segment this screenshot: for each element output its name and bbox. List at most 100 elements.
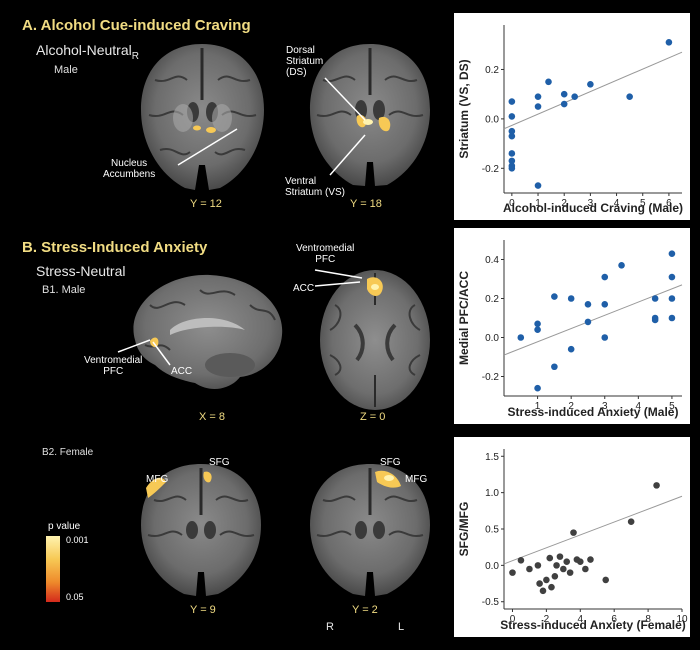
data-point [534,562,542,569]
data-point [536,580,543,587]
label-ventromedial-pfc-axial: Ventromedial PFC [296,243,355,265]
y-tick-label: -0.2 [482,164,500,175]
coord-b2-y9: Y = 9 [190,604,216,616]
coord-a2: Y = 18 [350,198,382,210]
scatter-panel-1: 0 1 2 3 4 5 6 -0.2 0.0 0.2 Alcohol-induced Craving… [454,13,690,220]
label-sfg-right: SFG [380,457,401,468]
data-point [567,295,575,302]
fit-line [503,284,683,356]
orientation-left: L [398,621,405,633]
label-ventromedial-pfc-sagittal: Ventromedial PFC [84,355,143,377]
x-tick-label: 4 [636,401,642,412]
fit-line [503,51,683,130]
y-tick-label: 0.0 [485,333,499,344]
y-tick-label: 0.2 [485,65,499,76]
label-nucleus-accumbens: Nucleus Accumbens [103,158,156,180]
orientation-right: R [326,621,334,633]
brain-slice-coronal-y2 [310,464,430,596]
scatter-plot-anxiety-male: 1 2 3 4 5 -0.2 0.0 0.2 0.4 Stress-induced Anxiety… [457,240,683,419]
legend-bottom: 0.05 [66,592,84,602]
data-point [668,314,676,322]
data-point [517,334,525,341]
y-tick-label: 1.5 [485,452,499,463]
data-point [626,93,633,100]
data-point [567,345,575,353]
scatter-panel-3: 0 2 4 6 8 10 -0.5 0.0 0.5 1.0 1.5 Stress-induced An… [454,437,690,637]
legend-colorbar [46,536,60,602]
y-tick-label: 0.0 [485,114,499,125]
label-mfg-right: MFG [405,474,428,485]
x-tick-label: 0 [509,198,515,209]
data-point [587,80,594,88]
label-acc-sagittal: ACC [171,366,193,377]
x-tick-label: 3 [602,401,608,412]
y-tick-label: -0.2 [482,372,500,383]
section-b-title: B. Stress-Induced Anxiety [22,239,208,256]
y-axis-label: Medial PFC/ACC [457,271,471,365]
data-point [668,250,676,257]
data-point [508,113,516,120]
data-point [566,569,574,576]
x-tick-label: 6 [666,198,672,209]
data-point [534,103,542,110]
data-point [539,587,547,595]
label-dorsal-striatum: Dorsal Striatum (DS) [286,45,324,78]
y-tick-label: 0.5 [485,525,499,536]
data-point [556,553,564,560]
data-point [551,293,558,300]
brain-slice-axial-z0 [320,270,430,410]
data-point [601,301,609,308]
x-tick-label: 5 [640,198,646,209]
data-point [601,334,609,341]
label-mfg-left: MFG [146,474,169,485]
x-tick-label: 2 [568,401,574,412]
contrast-text: Alcohol-Neutral [36,42,132,58]
data-point [509,569,516,576]
data-point [534,182,542,189]
label-acc-axial: ACC [293,283,315,294]
brain-slice-coronal-y9 [141,464,261,596]
section-a-title: A. Alcohol Cue-induced Craving [22,17,251,34]
data-point [551,572,559,580]
data-point [553,562,560,569]
data-point [584,301,592,308]
y-tick-label: 0.4 [485,255,499,266]
x-axis-label: Stress-induced Anxiety (Male) [508,405,679,419]
y-tick-label: 1.0 [485,488,499,499]
data-point [534,93,542,100]
data-point [551,363,558,371]
y-axis-label: SFG/MFG [457,502,471,557]
data-point [668,295,676,302]
data-point [584,318,592,326]
data-point [548,583,555,591]
data-point [651,316,659,324]
x-tick-label: 6 [611,614,617,625]
data-point [560,90,568,98]
data-point [560,565,567,573]
data-point [570,529,577,536]
data-point [563,558,571,566]
data-point [618,262,625,269]
section-b1-group: B1. Male [42,284,86,296]
x-axis-label: Stress-induced Anxiety (Female) [500,618,686,632]
section-b2-group: B2. Female [42,447,94,458]
scatter-panel-2: 1 2 3 4 5 -0.2 0.0 0.2 0.4 Stress-induced Anxiety… [454,228,690,424]
data-point [571,93,578,100]
coord-b1-x: X = 8 [199,411,225,423]
data-point [601,273,609,281]
brain-slice-coronal-y18 [310,44,430,186]
section-a-group: Male [54,64,78,76]
label-ventral-striatum: Ventral Striatum (VS) [285,176,346,198]
data-point [545,78,552,86]
fit-line [503,495,683,565]
x-tick-label: 2 [544,614,550,625]
data-point [627,518,635,526]
x-tick-label: 8 [645,614,651,625]
data-point [534,326,541,333]
x-tick-label: 5 [669,401,675,412]
coord-b2-y2: Y = 2 [352,604,378,616]
x-tick-label: 0 [510,614,516,625]
legend-top: 0.001 [66,535,89,545]
data-point [526,565,533,573]
